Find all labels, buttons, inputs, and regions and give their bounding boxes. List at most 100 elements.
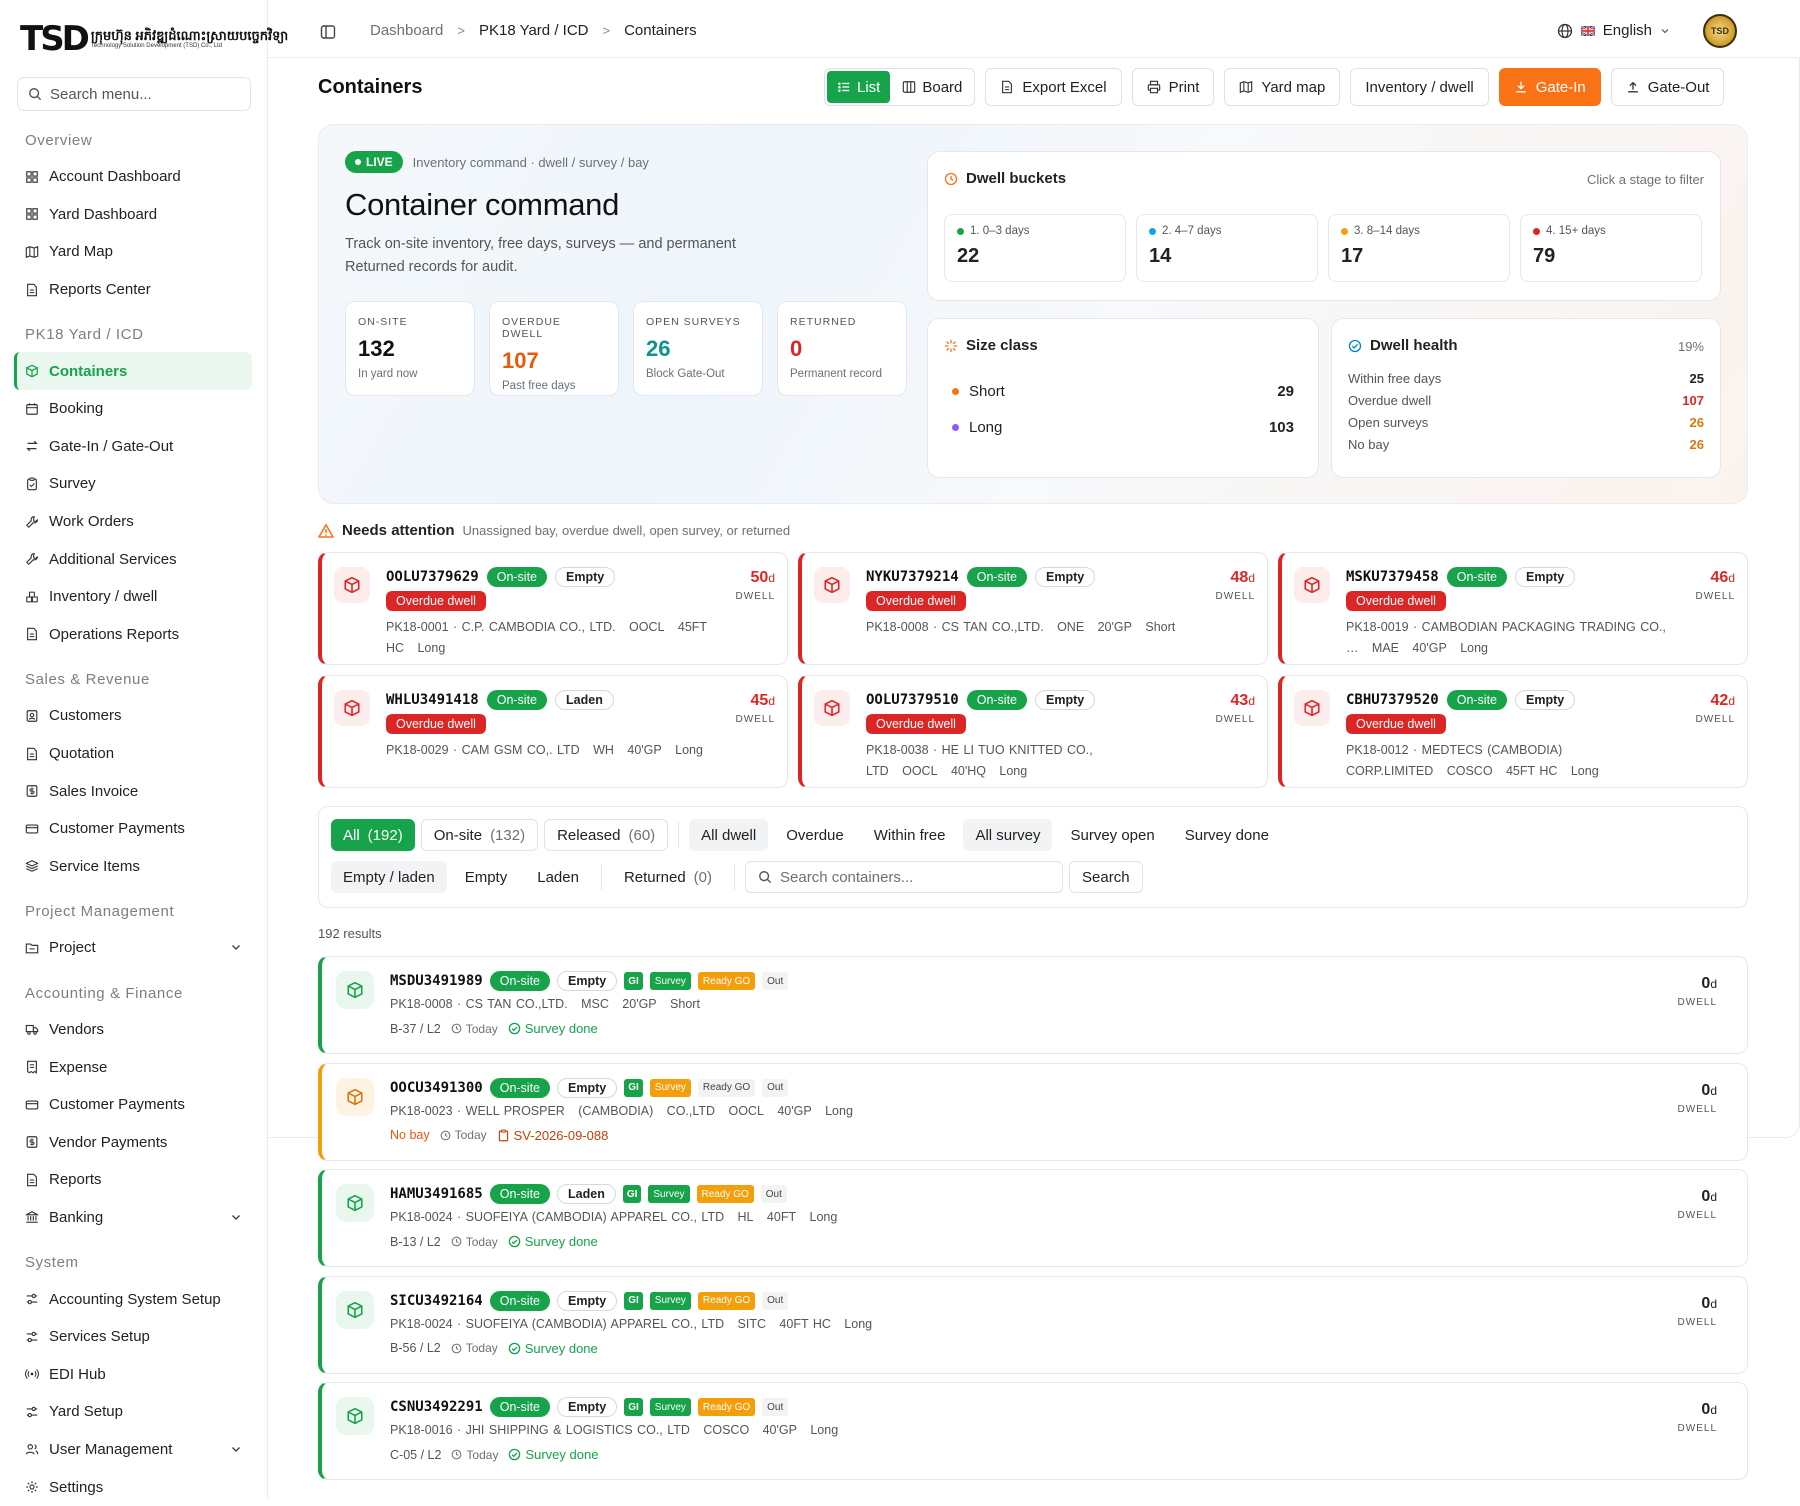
health-row-no-bay[interactable]: No bay 26 xyxy=(1348,437,1704,452)
sidebar-item-account-dashboard[interactable]: Account Dashboard xyxy=(14,158,252,196)
sidebar-item-booking[interactable]: Booking xyxy=(14,390,252,428)
sidebar-item-additional-services[interactable]: Additional Services xyxy=(14,540,252,578)
language-select[interactable]: English xyxy=(1557,22,1670,39)
attention-card[interactable]: NYKU7379214 On-site Empty Overdue dwell PK… xyxy=(798,552,1268,665)
filter-on-site[interactable]: On-site (132) xyxy=(420,819,539,851)
sidebar-toggle-icon[interactable] xyxy=(320,24,336,40)
sidebar-item-inventory-dwell[interactable]: Inventory / dwell xyxy=(14,578,252,616)
sidebar-item-vendors[interactable]: Vendors xyxy=(14,1011,252,1049)
user-avatar[interactable]: TSD xyxy=(1703,14,1737,48)
filter-overdue[interactable]: Overdue xyxy=(786,826,844,844)
list-item[interactable]: OOCU3491300 On-site Empty GI Survey Read… xyxy=(318,1062,1748,1161)
sliders-icon xyxy=(26,1406,38,1418)
sidebar-item-operations-reports[interactable]: Operations Reports xyxy=(14,616,252,654)
filter-all-dwell[interactable]: All dwell xyxy=(689,819,769,851)
search-containers-input[interactable]: Search containers... xyxy=(745,861,1064,893)
kpi-returned[interactable]: RETURNED 0 Permanent record xyxy=(777,301,907,396)
kpi-overdue-dwell[interactable]: OVERDUE DWELL 107 Past free days xyxy=(489,301,619,396)
sidebar-item-service-items[interactable]: Service Items xyxy=(14,848,252,886)
kpi-open-surveys[interactable]: OPEN SURVEYS 26 Block Gate-Out xyxy=(633,301,763,396)
sidebar-item-yard-map[interactable]: Yard Map xyxy=(14,233,252,271)
dwell-label: DWELL xyxy=(1677,1210,1717,1221)
print-button[interactable]: Print xyxy=(1131,68,1215,106)
kpi-on-site[interactable]: ON-SITE 132 In yard now xyxy=(345,301,475,396)
sidebar-item-quotation[interactable]: Quotation xyxy=(14,735,252,773)
dwell-bucket-2[interactable]: 2. 4–7 days 14 xyxy=(1136,214,1318,282)
list-item[interactable]: SICU3492164 On-site Empty GI Survey Read… xyxy=(318,1275,1748,1374)
sidebar-item-vendor-payments[interactable]: Vendor Payments xyxy=(14,1123,252,1161)
health-row-open-surveys[interactable]: Open surveys 26 xyxy=(1348,415,1704,430)
size-dot xyxy=(952,424,959,431)
attention-card[interactable]: WHLU3491418 On-site Laden Overdue dwell PK… xyxy=(318,675,788,788)
map-icon xyxy=(1240,80,1253,94)
dwell-bucket-4[interactable]: 4. 15+ days 79 xyxy=(1520,214,1702,282)
health-row-within-free-days[interactable]: Within free days 25 xyxy=(1348,371,1704,386)
sidebar-item-edi-hub[interactable]: EDI Hub xyxy=(14,1355,252,1393)
sidebar-item-sales-invoice[interactable]: Sales Invoice xyxy=(14,772,252,810)
container-icon xyxy=(824,699,840,717)
search-menu-input[interactable]: Search menu... xyxy=(17,77,251,111)
crumb-dashboard[interactable]: Dashboard xyxy=(370,22,444,39)
gate-in-label: Gate-In xyxy=(1535,78,1586,96)
sidebar-item-work-orders[interactable]: Work Orders xyxy=(14,503,252,541)
health-row-overdue-dwell[interactable]: Overdue dwell 107 xyxy=(1348,393,1704,408)
sidebar-item-reports[interactable]: Reports xyxy=(14,1161,252,1199)
attention-card[interactable]: OOLU7379510 On-site Empty Overdue dwell PK… xyxy=(798,675,1268,788)
filter-survey-done[interactable]: Survey done xyxy=(1184,826,1269,844)
survey-ref-link[interactable]: SV-2026-09-088 xyxy=(497,1128,608,1143)
attention-card[interactable]: CBHU7379520 On-site Empty Overdue dwell PK… xyxy=(1278,675,1748,788)
health-value: 107 xyxy=(1682,393,1704,408)
attention-card[interactable]: OOLU7379629 On-site Empty Overdue dwell PK… xyxy=(318,552,788,665)
attention-card[interactable]: MSKU7379458 On-site Empty Overdue dwell PK… xyxy=(1278,552,1748,665)
clip-icon xyxy=(27,477,37,491)
filter-returned[interactable]: Returned (0) xyxy=(623,868,713,886)
sidebar-item-customer-payments[interactable]: Customer Payments xyxy=(14,810,252,848)
sidebar-item-containers[interactable]: Containers xyxy=(14,352,252,390)
export-excel-button[interactable]: Export Excel xyxy=(985,68,1122,106)
sidebar-item-customers[interactable]: Customers xyxy=(14,697,252,735)
filter-empty[interactable]: Empty xyxy=(464,868,508,886)
dwell-days-value: 0d xyxy=(1701,1294,1717,1312)
board-view-button[interactable]: Board xyxy=(892,71,972,103)
sidebar-item-yard-dashboard[interactable]: Yard Dashboard xyxy=(14,196,252,234)
dwell-bucket-3[interactable]: 3. 8–14 days 17 xyxy=(1328,214,1510,282)
filter-within-free[interactable]: Within free xyxy=(873,826,946,844)
brand-logo[interactable]: TSD ក្រុមហ៊ុន អភិវឌ្ឍដំណោះស្រាយបច្ចេកវិទ… xyxy=(20,22,288,56)
container-icon-box xyxy=(814,567,850,603)
filter-released[interactable]: Released (60) xyxy=(544,819,669,851)
sidebar-item-expense[interactable]: Expense xyxy=(14,1048,252,1086)
sidebar-item-customer-payments[interactable]: Customer Payments xyxy=(14,1086,252,1124)
sidebar-item-survey[interactable]: Survey xyxy=(14,465,252,503)
list-item[interactable]: CSNU3492291 On-site Empty GI Survey Read… xyxy=(318,1382,1748,1480)
list-view-button[interactable]: List xyxy=(827,71,891,103)
size-long-row[interactable]: Long 103 xyxy=(952,419,1294,436)
filter-all[interactable]: All (192) xyxy=(331,819,415,851)
size-short-row[interactable]: Short 29 xyxy=(952,383,1294,400)
crumb-yard[interactable]: PK18 Yard / ICD xyxy=(478,22,589,39)
inventory-dwell-button[interactable]: Inventory / dwell xyxy=(1350,68,1489,106)
dwell-days: 46d DWELL xyxy=(1696,569,1735,602)
sidebar-item-reports-center[interactable]: Reports Center xyxy=(14,271,252,309)
yard-map-button[interactable]: Yard map xyxy=(1224,68,1341,106)
sidebar-item-user-management[interactable]: User Management xyxy=(14,1431,252,1469)
list-item[interactable]: HAMU3491685 On-site Laden GI Survey Read… xyxy=(318,1169,1748,1267)
sidebar-item-gate-in-gate-out[interactable]: Gate-In / Gate-Out xyxy=(14,428,252,466)
gate-in-button[interactable]: Gate-In xyxy=(1498,68,1601,106)
filter-all-survey[interactable]: All survey xyxy=(963,819,1053,851)
sidebar-item-project[interactable]: Project xyxy=(14,929,252,967)
sidebar-item-yard-setup[interactable]: Yard Setup xyxy=(14,1393,252,1431)
gate-out-button[interactable]: Gate-Out xyxy=(1610,68,1725,106)
sidebar-item-banking[interactable]: Banking xyxy=(14,1199,252,1237)
sidebar-item-settings[interactable]: Settings xyxy=(14,1468,252,1506)
filter-survey-open[interactable]: Survey open xyxy=(1070,826,1155,844)
search-button[interactable]: Search xyxy=(1069,861,1143,893)
sidebar-item-services-setup[interactable]: Services Setup xyxy=(14,1318,252,1356)
bucket-label: 1. 0–3 days xyxy=(957,225,1113,237)
filter-empty-laden[interactable]: Empty / laden xyxy=(331,861,447,893)
dwell-bucket-1[interactable]: 1. 0–3 days 22 xyxy=(944,214,1126,282)
filter-laden[interactable]: Laden xyxy=(537,868,579,886)
sidebar-item-accounting-system-setup[interactable]: Accounting System Setup xyxy=(14,1280,252,1318)
list-item[interactable]: MSDU3491989 On-site Empty GI Survey Read… xyxy=(318,956,1748,1054)
export-label: Export Excel xyxy=(1022,78,1107,96)
bay-location: B-13 / L2 xyxy=(390,1234,441,1249)
